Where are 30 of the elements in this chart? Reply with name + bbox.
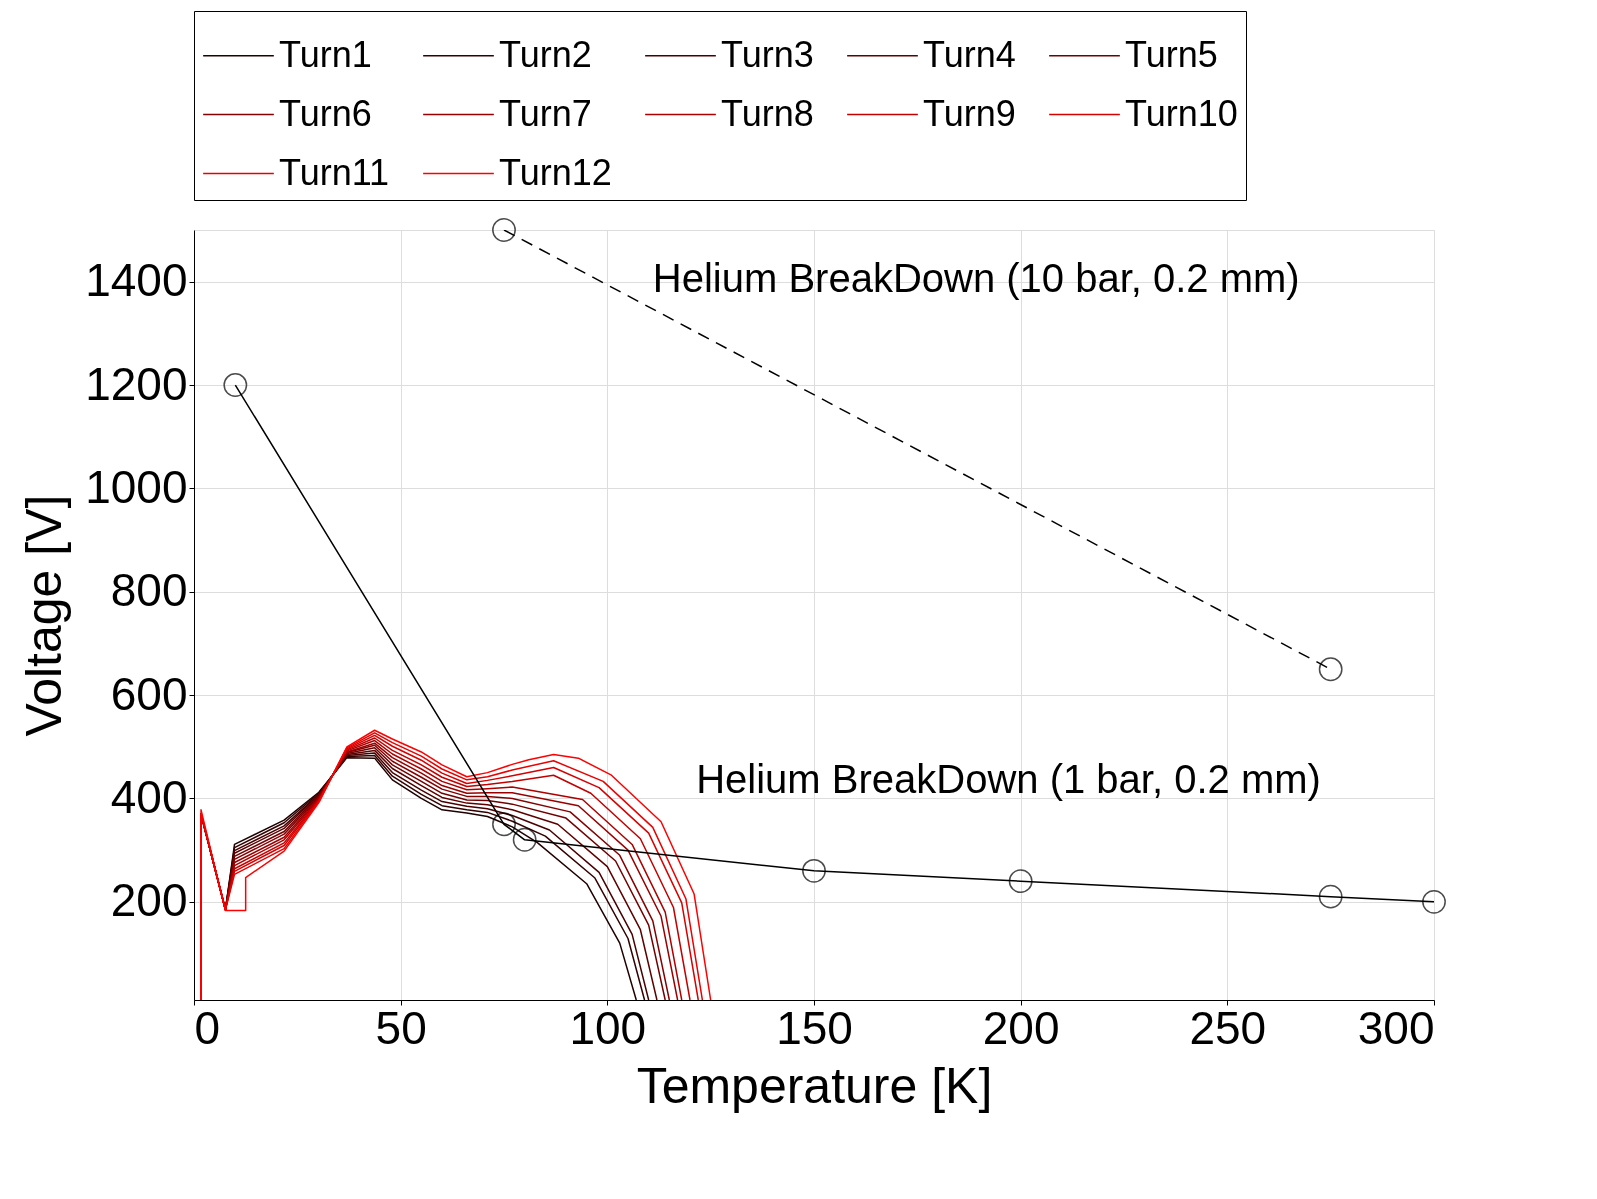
annotation: Helium BreakDown (1 bar, 0.2 mm): [696, 756, 1321, 801]
legend-label: Turn3: [721, 33, 814, 75]
y-axis-title: Voltage [V]: [16, 494, 73, 737]
legend-label: Turn9: [923, 92, 1016, 134]
legend-label: Turn5: [1125, 33, 1218, 75]
x-tick-label: 100: [569, 1001, 647, 1054]
legend-label: Turn7: [499, 92, 592, 134]
x-tick-label: 300: [1357, 1001, 1435, 1054]
x-tick-label: 50: [375, 1001, 427, 1054]
y-tick-label: 400: [110, 770, 188, 823]
y-tick-label: 1200: [85, 357, 188, 410]
annotation: Helium BreakDown (10 bar, 0.2 mm): [652, 256, 1300, 301]
legend-label: Turn1: [279, 33, 372, 75]
legend-label: Turn6: [279, 92, 372, 134]
y-tick-label: 200: [110, 874, 188, 927]
legend-label: Turn2: [499, 33, 592, 75]
legend-label: Turn12: [499, 151, 612, 193]
y-tick-label: 800: [110, 564, 188, 617]
legend-label: Turn11: [279, 151, 390, 193]
legend-label: Turn8: [721, 92, 814, 134]
legend-label: Turn4: [923, 33, 1016, 75]
x-tick-label: 250: [1189, 1001, 1267, 1054]
legend-label: Turn10: [1125, 92, 1238, 134]
y-tick-label: 1400: [85, 254, 188, 307]
x-tick-label: 150: [776, 1001, 853, 1054]
x-axis-title: Temperature [K]: [636, 1057, 993, 1114]
y-tick-label: 1000: [85, 460, 188, 513]
y-tick-label: 600: [110, 667, 188, 720]
x-tick-label: 0: [194, 1001, 221, 1054]
x-tick-label: 200: [982, 1001, 1060, 1054]
